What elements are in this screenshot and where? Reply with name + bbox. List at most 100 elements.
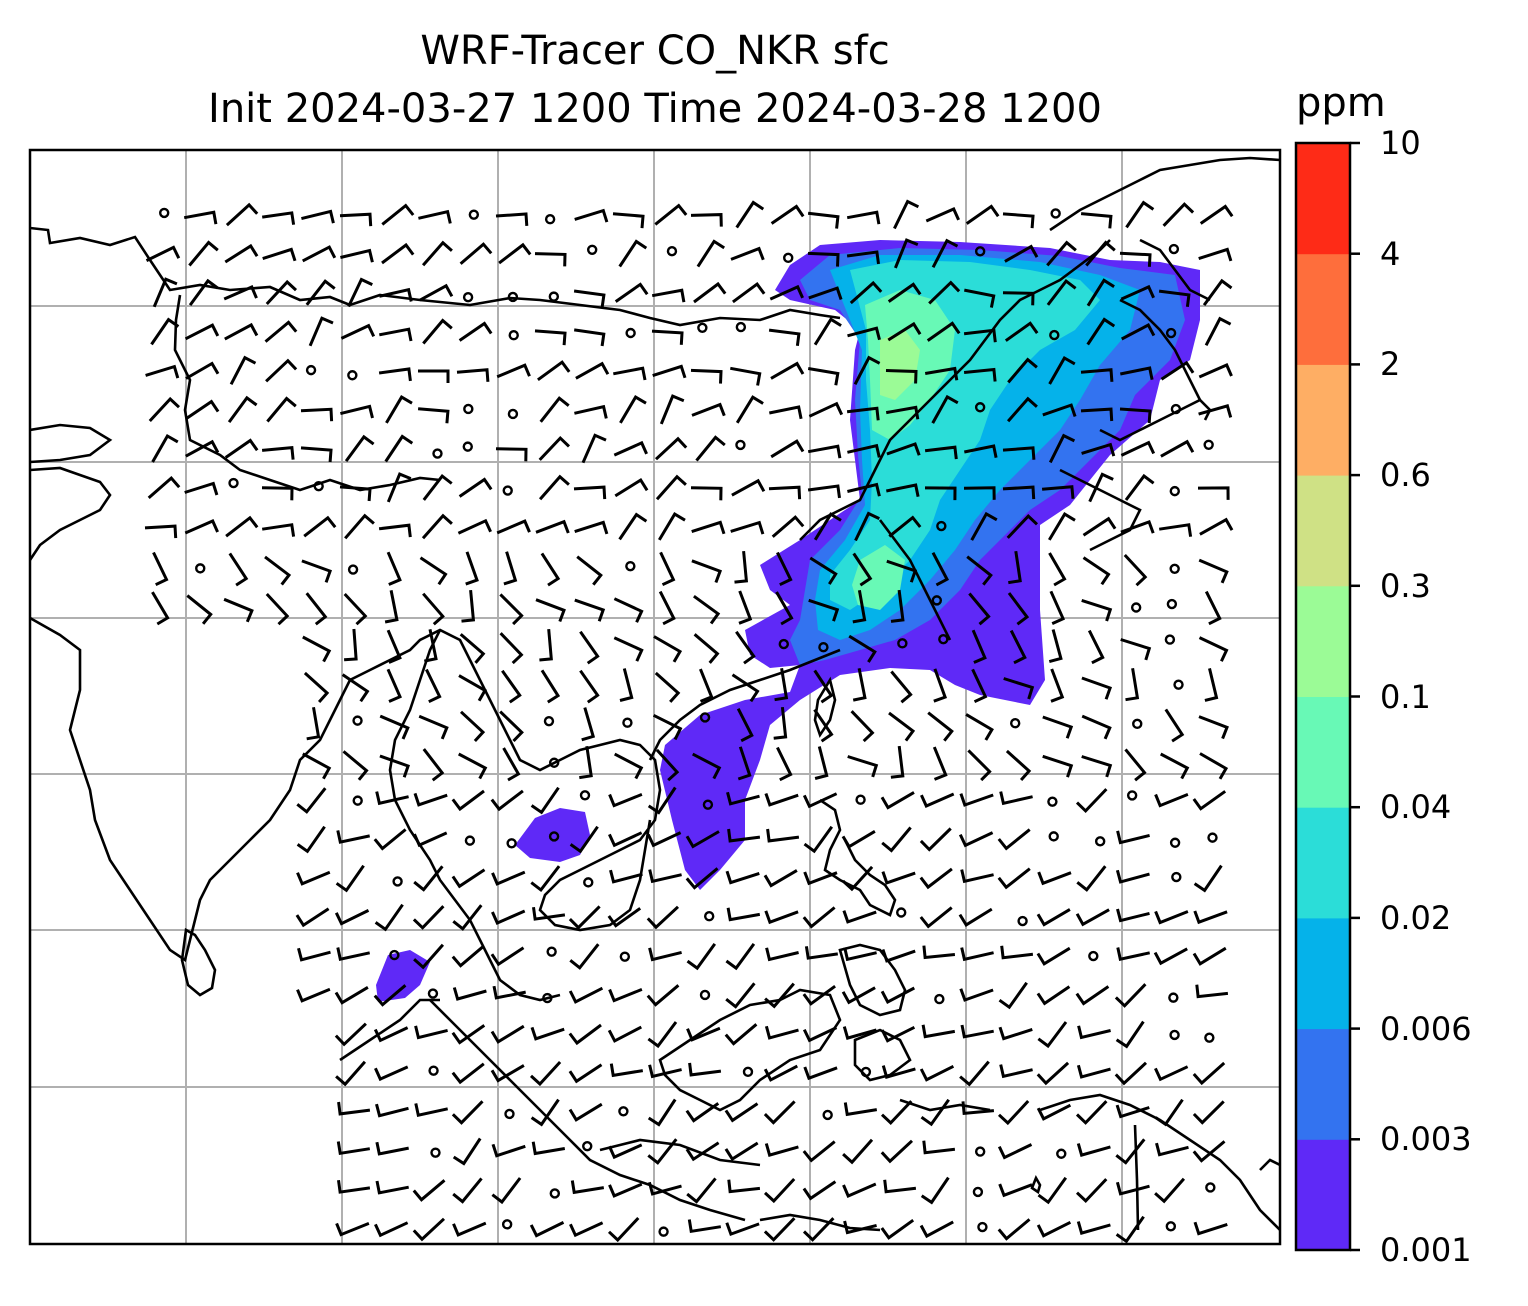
wind-barb (452, 1221, 487, 1237)
wind-barb (418, 714, 449, 740)
wind-barb (335, 864, 365, 893)
wind-barb (921, 1024, 956, 1039)
wind-barb (654, 436, 688, 461)
wind-barb (373, 1026, 409, 1043)
wind-barb (1124, 748, 1147, 782)
wind-barb (375, 791, 409, 806)
wind-barb (530, 1098, 560, 1127)
wind-barb (614, 478, 649, 498)
wind-barb (764, 793, 799, 807)
wind-barb (228, 552, 249, 587)
wind-barb (261, 523, 296, 537)
wind-barb (151, 591, 170, 626)
calm-marker (427, 988, 439, 999)
wind-barb (1087, 629, 1105, 665)
wind-barb (451, 1024, 486, 1045)
wind-barb (693, 281, 727, 304)
wind-barb (807, 367, 840, 386)
wind-barb (998, 981, 1028, 1010)
wind-barb (1115, 869, 1150, 884)
wind-barb (730, 366, 762, 386)
wind-barb (886, 559, 918, 583)
coastline-outline (30, 156, 1280, 1232)
wind-barb (495, 447, 528, 462)
wind-barb (344, 628, 358, 662)
wind-barb (1192, 1061, 1226, 1086)
wind-barb (685, 867, 719, 890)
wind-barb (418, 209, 452, 224)
wind-barb (998, 1026, 1033, 1041)
wind-barb (724, 1102, 759, 1123)
calm-marker (742, 1066, 754, 1078)
wind-barb (1198, 558, 1229, 584)
wind-barb (765, 947, 799, 962)
calm-marker (508, 330, 519, 341)
calm-marker (462, 441, 473, 452)
wind-barb (1116, 908, 1150, 923)
wind-barb (607, 907, 642, 928)
wind-barb (224, 322, 259, 341)
calm-marker (586, 244, 598, 255)
wind-barb (147, 475, 181, 500)
wind-barb (184, 323, 220, 341)
wind-barb (1050, 668, 1065, 703)
wind-barb (654, 203, 688, 226)
wind-barb (1193, 864, 1223, 893)
wind-barb (336, 947, 371, 961)
wind-barb (531, 1141, 566, 1156)
calm-marker (507, 291, 519, 303)
wind-barb (224, 243, 259, 264)
wind-barb (1115, 1181, 1150, 1196)
wind-barb (1036, 946, 1071, 966)
calm-marker (392, 876, 403, 887)
wind-barb (773, 706, 788, 740)
wind-barb (412, 1217, 446, 1242)
wind-barb (496, 363, 531, 379)
wind-barb (881, 949, 916, 963)
wind-barb (960, 1024, 994, 1039)
wind-barb (648, 869, 682, 884)
wind-barb (763, 1217, 796, 1242)
wind-barb (1081, 755, 1113, 778)
wind-barb (690, 368, 723, 384)
calm-marker (934, 993, 945, 1005)
calm-marker (507, 408, 519, 420)
wind-barb (880, 1218, 915, 1240)
wind-barb (893, 199, 920, 230)
wind-barb (847, 326, 881, 341)
wind-barb (919, 1064, 955, 1082)
wind-barb (1075, 788, 1108, 814)
wind-barb (764, 982, 795, 1009)
colorbar-tick-label: 0.1 (1380, 677, 1431, 716)
wind-barb (931, 394, 959, 424)
wind-barb (503, 551, 518, 586)
wind-barb (458, 321, 493, 342)
calm-marker (542, 992, 553, 1004)
wind-barb (262, 247, 297, 262)
wind-barb (880, 1025, 916, 1043)
wind-barb (264, 555, 292, 586)
wind-barb (731, 478, 766, 497)
wind-barb (1049, 590, 1066, 625)
wind-barb (885, 369, 918, 384)
wind-barb (384, 434, 414, 463)
wind-barb (1076, 865, 1107, 892)
wind-barb (573, 485, 607, 500)
wind-barb (384, 590, 399, 624)
wind-barb (266, 396, 297, 423)
wind-barb (807, 251, 840, 267)
wind-barb (1154, 1098, 1184, 1127)
wind-barb (1125, 667, 1140, 702)
colorbar-tick-label: 4 (1380, 234, 1401, 273)
wind-barb (1005, 749, 1032, 781)
wind-barb (880, 791, 915, 810)
wind-barb (768, 485, 802, 500)
colorbar-unit-label: ppm (1296, 80, 1386, 126)
colorbar-tick-label: 0.04 (1380, 788, 1452, 827)
wind-barb (532, 907, 566, 921)
wind-barb (802, 792, 838, 809)
wind-barb (1158, 289, 1191, 307)
wind-barb (843, 1102, 878, 1117)
wind-barb (847, 443, 881, 458)
wind-barb (418, 369, 450, 383)
